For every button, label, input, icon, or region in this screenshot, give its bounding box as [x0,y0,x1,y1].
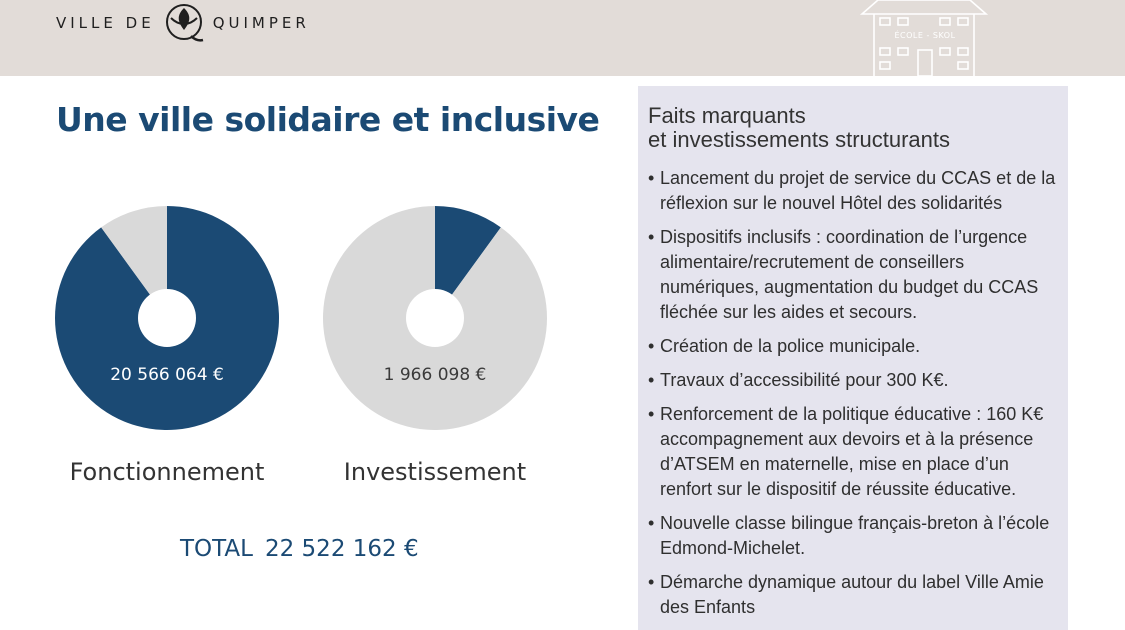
highlight-item: Création de la police municipale. [648,334,1056,359]
total-label: TOTAL [180,536,253,562]
pie-charts: 20 566 064 € 1 966 098 € [54,206,547,431]
chart-title-fonctionnement: Fonctionnement [69,458,265,486]
logo-text-right: QUIMPER [212,14,310,32]
pie-hole [138,289,196,347]
pie-hole [406,289,464,347]
panel-title: Faits marquants et investissements struc… [648,104,1068,152]
chart-title-investissement: Investissement [343,458,527,486]
highlight-item: Travaux d’accessibilité pour 300 K€. [648,368,1056,393]
panel-title-line1: Faits marquants [648,103,806,128]
highlight-item: Lancement du projet de service du CCAS e… [648,166,1056,216]
total-amount: 22 522 162 € [264,536,419,562]
highlight-item: Renforcement de la politique éducative :… [648,402,1056,502]
pie-slice-investissement-0 [435,206,501,318]
highlight-item: Dispositifs inclusifs : coordination de … [648,225,1056,325]
pie-value-label: 20 566 064 € [110,365,224,385]
highlights-list: Lancement du projet de service du CCAS e… [638,166,1068,620]
logo-text-left: VILLE DE [56,14,155,32]
city-emblem-icon [165,4,203,42]
highlight-item: Nouvelle classe bilingue français-breton… [648,511,1056,561]
page-title: Une ville solidaire et inclusive [56,100,600,139]
school-building-icon [859,0,989,76]
highlight-item: Démarche dynamique autour du label Ville… [648,570,1056,620]
panel-title-line2: et investissements structurants [648,127,951,152]
total: TOTAL 22 522 162 € [180,536,430,562]
pie-value-label: 1 966 098 € [384,365,487,385]
city-logo[interactable]: VILLE DE QUIMPER [56,4,310,42]
school-label: ÉCOLE - SKOL [894,31,956,40]
highlights-panel: Faits marquants et investissements struc… [638,86,1068,630]
pie-slice-fonctionnement-1 [101,206,167,318]
